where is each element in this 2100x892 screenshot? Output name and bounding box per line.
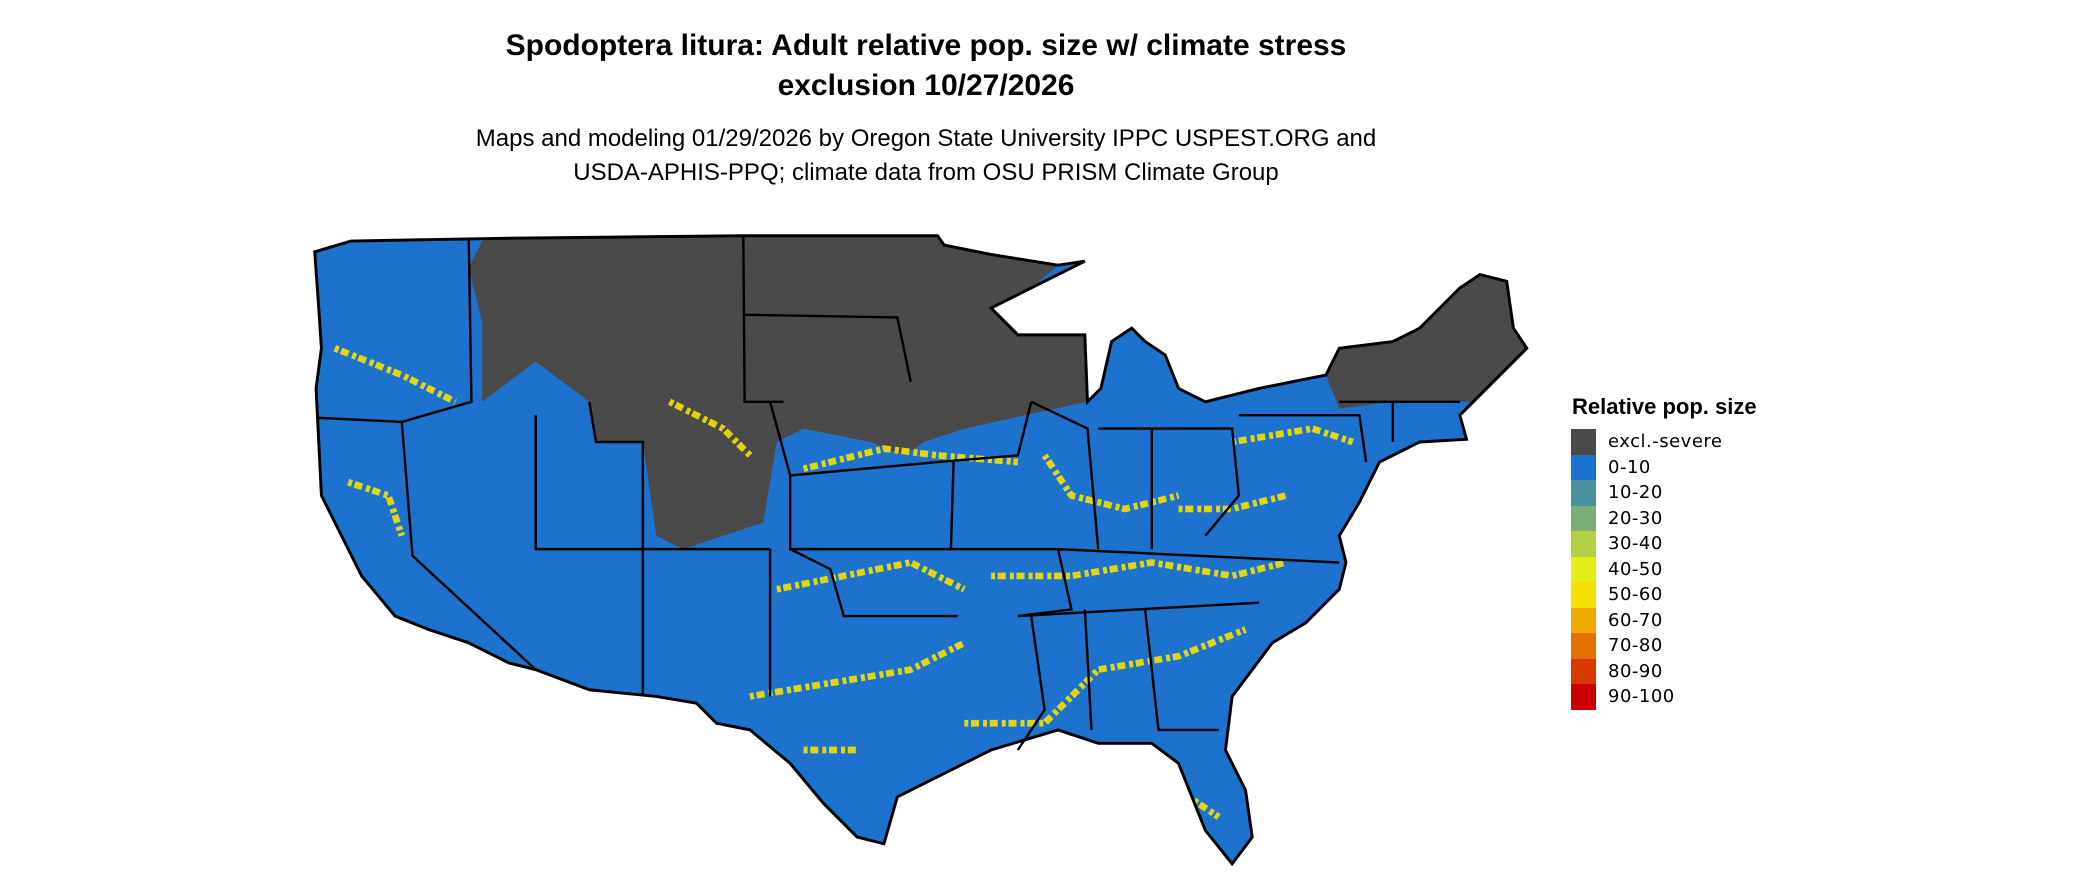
state-border-line: [768, 548, 958, 697]
legend-label: 40-50: [1608, 558, 1663, 580]
legend-label: 50-60: [1608, 584, 1663, 606]
legend-label: excl.-severe: [1608, 431, 1723, 453]
legend-label: 10-20: [1608, 482, 1663, 504]
state-border-line: [400, 421, 537, 671]
hotspot-band: [776, 559, 966, 593]
hotspot-band: [1041, 453, 1180, 513]
legend-swatch: [1571, 684, 1596, 710]
map-subtitle-line-1: Maps and modeling 01/29/2026 by Oregon S…: [475, 125, 1377, 152]
legend-swatch: [1571, 607, 1596, 633]
legend-swatch: [1571, 531, 1596, 557]
hotspot-band: [991, 559, 1287, 580]
national-border: [313, 234, 1529, 867]
state-border-line: [1017, 601, 1259, 618]
excluded-region-northeast: [1325, 267, 1527, 409]
map-subtitle-line-2: USDA-APHIS-PPQ; climate data from OSU PR…: [573, 159, 1279, 186]
state-border-line: [788, 462, 955, 551]
excluded-region-north-central: [468, 235, 1092, 550]
legend-item: 10-20: [1571, 480, 1757, 506]
legend-swatch: [1571, 505, 1596, 531]
state-border-line: [534, 415, 645, 697]
legend-title: Relative pop. size: [1572, 394, 1757, 419]
state-borders: [318, 235, 1460, 751]
state-border-line: [1030, 400, 1100, 550]
legend-label: 30-40: [1608, 533, 1663, 555]
map-title-line-1: Spodoptera litura: Adult relative pop. s…: [505, 29, 1347, 62]
legend-item: 90-100: [1571, 684, 1757, 710]
legend-item: 0-10: [1571, 454, 1757, 480]
legend-swatch: [1571, 454, 1596, 480]
legend-swatch: [1571, 429, 1596, 455]
legend-label: 0-10: [1608, 456, 1651, 478]
state-border-line: [1238, 413, 1368, 463]
legend-swatch: [1571, 633, 1596, 659]
map-title-line-2: exclusion 10/27/2026: [777, 69, 1075, 102]
legend-label: 70-80: [1608, 635, 1663, 657]
legend-item: 80-90: [1571, 658, 1757, 684]
legend-label: 20-30: [1608, 507, 1663, 529]
legend-swatch: [1571, 556, 1596, 582]
legend-label: 60-70: [1608, 609, 1663, 631]
legend-item: 50-60: [1571, 582, 1757, 608]
state-border-line: [1057, 547, 1340, 564]
state-border-line: [744, 313, 912, 382]
hotspot-band: [749, 639, 966, 700]
state-border-line: [1016, 609, 1219, 751]
state-border-line: [318, 238, 473, 424]
legend-swatch: [1571, 658, 1596, 684]
legend-swatch: [1571, 480, 1596, 506]
legend-swatch: [1571, 582, 1596, 608]
state-border-line: [1151, 427, 1241, 537]
legend-item: 20-30: [1571, 505, 1757, 531]
legend-item: 70-80: [1571, 633, 1757, 659]
hotspot-band: [1231, 425, 1354, 446]
legend-item: 40-50: [1571, 556, 1757, 582]
hotspot-band: [347, 478, 405, 537]
state-border-line: [937, 401, 1073, 618]
state-border-line: [588, 401, 771, 551]
legend: Relative pop. size excl.-severe 0-10 10-20…: [1571, 393, 1757, 710]
legend-item: 60-70: [1571, 607, 1757, 633]
legend-item: 30-40: [1571, 531, 1757, 557]
legend-item: excl.-severe: [1571, 429, 1757, 455]
state-border-line: [1339, 400, 1460, 442]
legend-label: 80-90: [1608, 660, 1663, 682]
legend-label: 90-100: [1608, 686, 1675, 708]
hotspot-band: [668, 398, 753, 458]
